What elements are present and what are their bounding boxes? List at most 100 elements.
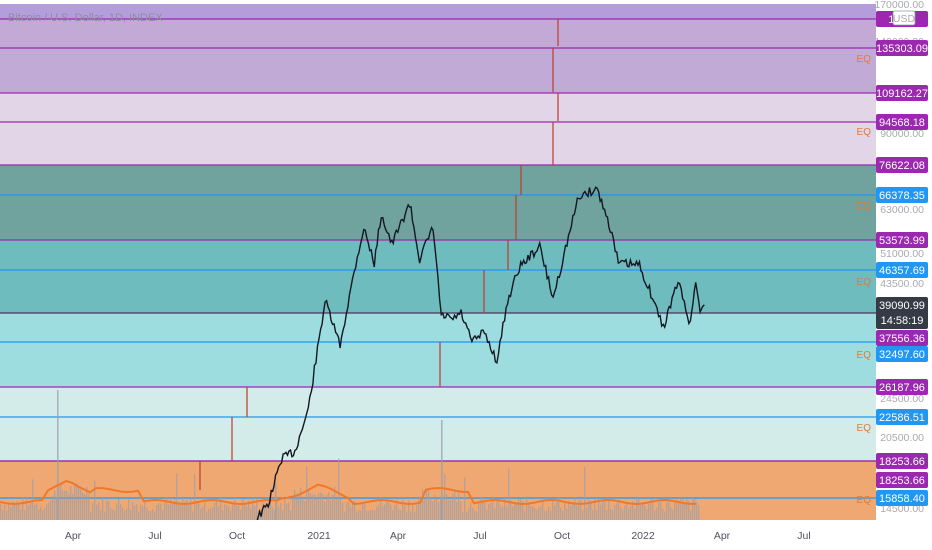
volume-bar: [136, 504, 138, 520]
volume-bar: [212, 507, 214, 520]
volume-bar: [184, 501, 186, 520]
volume-bar: [416, 505, 418, 520]
x-axis[interactable]: Apr Jul Oct 2021 Apr Jul Oct 2022 Apr Jul: [0, 520, 932, 550]
volume-bar: [244, 503, 246, 520]
volume-bar: [470, 502, 472, 520]
level-tag-label: 53573.99: [879, 235, 925, 247]
volume-bar: [680, 498, 682, 520]
volume-bar: [206, 511, 208, 520]
volume-bar: [484, 500, 486, 520]
volume-bar: [588, 499, 590, 520]
volume-bar: [330, 500, 332, 520]
volume-bar: [492, 496, 494, 520]
volume-bar: [478, 500, 480, 520]
volume-bar: [76, 483, 78, 520]
volume-bar: [140, 504, 142, 520]
volume-bar: [34, 504, 36, 520]
volume-bar: [138, 511, 140, 520]
volume-bar: [86, 487, 88, 520]
volume-bar: [664, 511, 666, 520]
zone-bands: [0, 4, 876, 520]
volume-bar: [424, 499, 426, 520]
level-lines: [0, 18, 876, 499]
volume-bar: [294, 489, 296, 520]
x-tick-label: Jul: [797, 530, 810, 542]
volume-bar: [514, 503, 516, 520]
volume-bar: [640, 505, 642, 520]
volume-bar: [598, 499, 600, 520]
volume-bar: [132, 502, 134, 520]
volume-bar: [412, 504, 414, 520]
volume-bar: [442, 495, 444, 520]
x-tick-label: Jul: [473, 530, 486, 542]
volume-bar: [48, 502, 50, 520]
volume-bar: [228, 506, 230, 520]
volume-bar: [414, 511, 416, 520]
volume-bar: [318, 492, 320, 520]
volume-bar: [340, 498, 342, 520]
volume-bar: [604, 500, 606, 520]
volume-bar: [538, 507, 540, 520]
volume-bar: [196, 501, 198, 520]
volume-bar: [22, 496, 24, 520]
level-tag: [876, 114, 928, 130]
volume-bar: [578, 500, 580, 520]
volume-bar: [310, 493, 312, 520]
x-tick-label: Apr: [714, 530, 731, 542]
volume-bar: [616, 503, 618, 520]
volume-bar: [552, 498, 554, 520]
volume-bar: [268, 497, 270, 520]
volume-bar: [448, 500, 450, 520]
volume-bar: [454, 490, 456, 520]
volume-bar: [108, 501, 110, 520]
volume-bar: [350, 507, 352, 520]
volume-bar: [576, 505, 578, 520]
volume-bar: [436, 498, 438, 520]
volume-bar: [170, 497, 172, 520]
volume-bar: [158, 503, 160, 520]
volume-bar: [220, 497, 222, 520]
volume-bar: [496, 501, 498, 520]
volume-bars: [0, 390, 700, 520]
volume-bar: [464, 477, 466, 520]
volume-bar: [306, 466, 308, 520]
volume-bar: [204, 496, 206, 520]
volume-bar: [526, 496, 528, 520]
volume-bar: [360, 511, 362, 520]
volume-bar: [328, 492, 330, 520]
volume-bar: [438, 502, 440, 520]
volume-bar: [378, 504, 380, 520]
volume-bar: [428, 490, 430, 520]
last-price-tag: 39090.99 14:58:19: [876, 297, 928, 329]
volume-bar: [502, 507, 504, 520]
volume-bar: [368, 510, 370, 520]
volume-bar: [298, 494, 300, 520]
volume-bar: [570, 506, 572, 520]
volume-bar: [430, 497, 432, 520]
volume-bar: [516, 503, 518, 520]
volume-bar: [654, 510, 656, 520]
volume-bar: [342, 502, 344, 520]
volume-bar: [620, 507, 622, 520]
volume-bar: [100, 509, 102, 520]
volume-bar: [14, 504, 16, 520]
volume-bar: [30, 501, 32, 520]
volume-bar: [398, 508, 400, 520]
volume-bar: [546, 510, 548, 520]
volume-bar: [274, 509, 276, 520]
x-axis-background: [0, 520, 932, 550]
volume-bar: [200, 508, 202, 520]
volume-bar: [266, 506, 268, 520]
volume-bar: [152, 509, 154, 520]
volume-bar: [316, 498, 318, 520]
volume-bar: [278, 506, 280, 520]
volume-bar: [568, 500, 570, 520]
volume-bar: [490, 502, 492, 520]
volume-bar: [12, 501, 14, 520]
volume-bar: [42, 510, 44, 520]
volume-bar: [628, 508, 630, 520]
volume-bar: [358, 510, 360, 520]
eq-marker: EQ: [857, 127, 872, 138]
last-price-label: 39090.99: [879, 300, 925, 312]
